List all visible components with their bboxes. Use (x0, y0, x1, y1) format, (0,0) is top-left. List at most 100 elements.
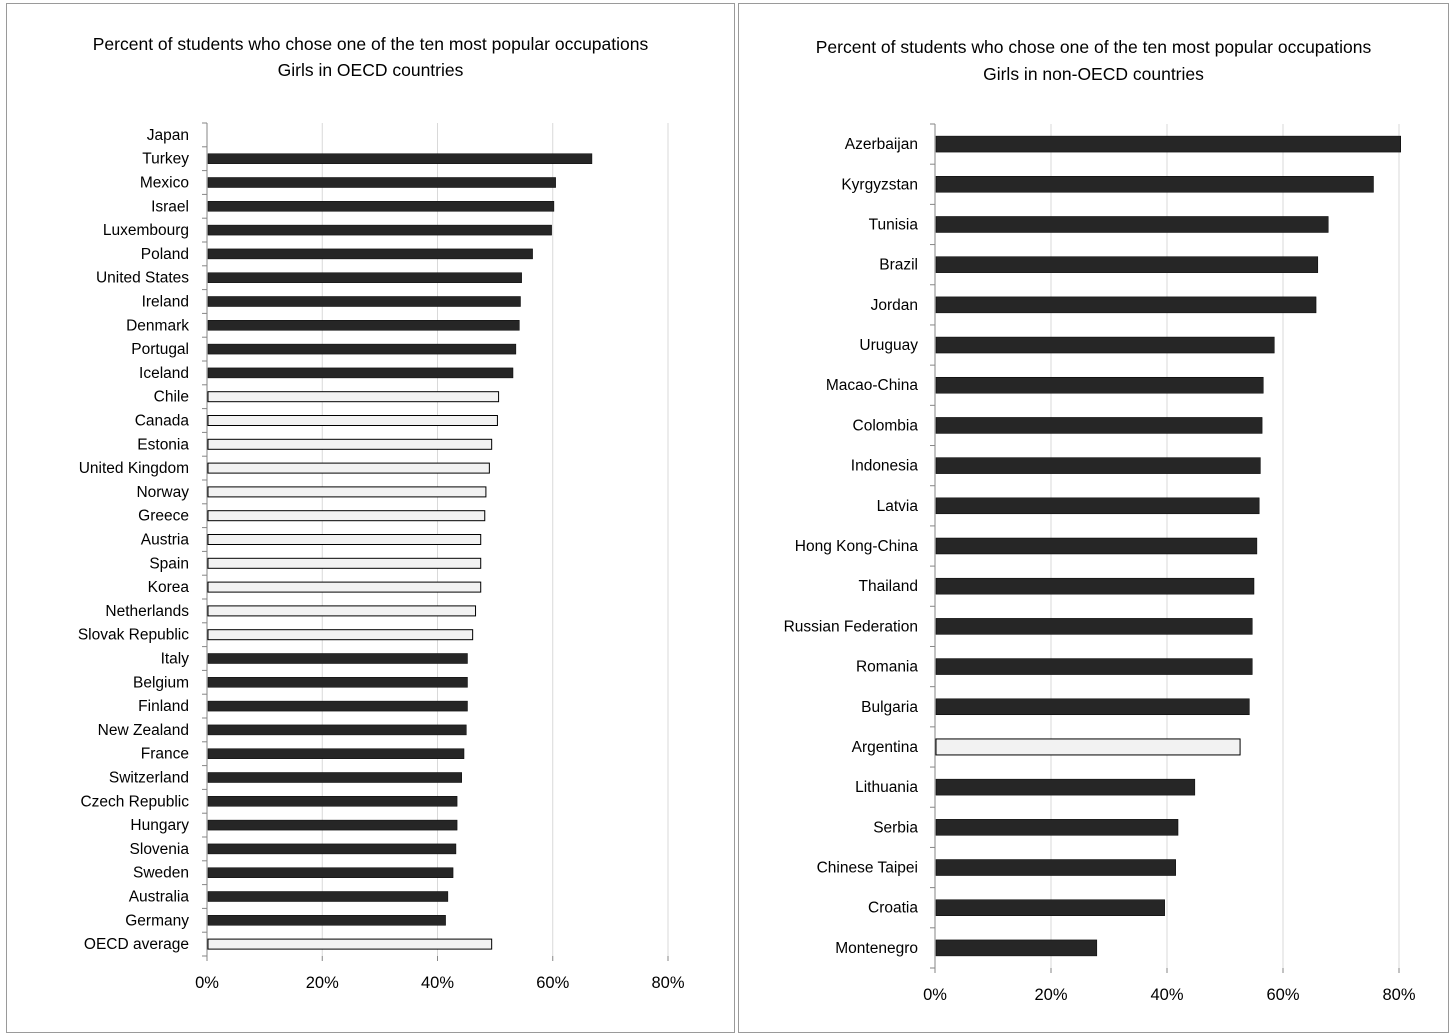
category-label: Bulgaria (861, 699, 918, 716)
bar (207, 320, 520, 331)
category-label: Germany (125, 912, 189, 929)
bar (207, 700, 468, 712)
bar (207, 819, 458, 831)
category-label: Spain (149, 555, 189, 572)
category-label: Colombia (853, 417, 919, 434)
bar (207, 201, 555, 212)
bar (207, 891, 449, 902)
bar (935, 899, 1165, 916)
category-label: Montenegro (835, 940, 918, 957)
category-label: Mexico (140, 175, 189, 192)
category-label: Iceland (139, 365, 189, 382)
bar (207, 272, 522, 283)
bar (935, 256, 1319, 273)
category-label: Poland (141, 246, 189, 263)
bar (207, 772, 462, 783)
x-tick-label: 80% (1382, 986, 1415, 1004)
bar (207, 796, 458, 807)
x-tick-label: 20% (1034, 986, 1067, 1004)
bar (935, 336, 1275, 354)
category-label: Macao-China (826, 377, 919, 394)
bar (207, 415, 498, 426)
category-label: Lithuania (855, 779, 918, 796)
bar (935, 216, 1329, 233)
category-label: Brazil (879, 257, 918, 274)
category-label: Japan (147, 127, 189, 144)
bar (207, 605, 477, 617)
category-label: Austria (141, 532, 190, 549)
bar (207, 653, 468, 664)
category-label: Chinese Taipei (817, 860, 918, 877)
bar (207, 391, 500, 403)
category-label: Israel (151, 198, 189, 215)
bar (207, 534, 482, 545)
category-label: Greece (138, 508, 189, 525)
category-label: Hong Kong-China (795, 538, 919, 555)
x-tick-label: 0% (195, 974, 219, 992)
x-tick-label: 40% (421, 974, 454, 992)
category-label: Slovenia (130, 841, 190, 858)
bar (207, 581, 482, 593)
category-label: Portugal (131, 341, 189, 358)
category-label: Finland (138, 698, 189, 715)
chart-title: Percent of students who chose one of the… (92, 34, 649, 54)
category-label: New Zealand (98, 722, 189, 739)
bar (935, 738, 1241, 756)
category-label: Luxembourg (103, 222, 189, 239)
bar (207, 748, 465, 759)
bar (207, 915, 446, 926)
category-label: France (141, 746, 189, 763)
bar (935, 417, 1263, 434)
bar (935, 577, 1255, 595)
bar (935, 778, 1196, 796)
category-label: Turkey (142, 151, 189, 168)
category-label: Czech Republic (80, 793, 189, 810)
category-label: Slovak Republic (78, 627, 189, 644)
category-label: Estonia (137, 436, 189, 453)
bar (207, 557, 482, 569)
bar (935, 618, 1253, 635)
category-label: Serbia (873, 819, 918, 836)
bar (207, 724, 467, 736)
category-label: Kyrgyzstan (841, 176, 918, 193)
bar (935, 457, 1261, 474)
category-label: United Kingdom (79, 460, 189, 477)
bar (935, 859, 1176, 876)
bar (207, 153, 593, 164)
category-label: Netherlands (105, 603, 189, 620)
category-label: United States (96, 270, 189, 287)
category-label: Russian Federation (784, 618, 918, 635)
category-label: Norway (136, 484, 189, 501)
category-label: Canada (135, 413, 190, 430)
chart-panel-non-oecd: Percent of students who chose one of the… (738, 3, 1449, 1033)
bar (207, 248, 533, 260)
bar (207, 177, 556, 188)
bar (935, 698, 1250, 716)
bar (935, 939, 1098, 957)
bar (207, 867, 454, 878)
category-label: Latvia (877, 498, 919, 515)
bar (935, 376, 1264, 394)
bar (935, 819, 1179, 836)
bar (207, 938, 493, 950)
bar-chart-non-oecd: Azerbaijan Kyrgyzstan Tunisia Brazil Jordan U… (784, 123, 1416, 1004)
chart-subtitle: Girls in non-OECD countries (983, 64, 1204, 84)
bar (935, 537, 1258, 555)
category-label: Romania (856, 659, 918, 676)
bar (207, 629, 474, 641)
bar (935, 296, 1317, 314)
x-tick-label: 80% (651, 974, 684, 992)
category-label: Thailand (859, 578, 918, 595)
bar (935, 135, 1401, 153)
bar (207, 438, 493, 450)
bar (207, 224, 552, 236)
x-tick-label: 40% (1150, 986, 1183, 1004)
bar (935, 658, 1253, 675)
x-tick-label: 0% (923, 986, 947, 1004)
x-tick-label: 60% (1266, 986, 1299, 1004)
category-label: Belgium (133, 674, 189, 691)
x-tick-label: 20% (306, 974, 339, 992)
bar (207, 296, 521, 307)
category-label: Croatia (868, 900, 918, 917)
category-label: Ireland (142, 294, 189, 311)
